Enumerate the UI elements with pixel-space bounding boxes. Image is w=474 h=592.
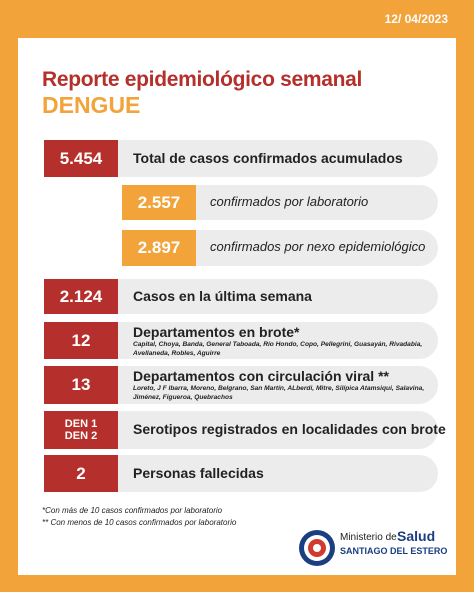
title: Reporte epidemiológico semanal xyxy=(42,68,363,91)
value-box: DEN 1 DEN 2 xyxy=(44,411,118,449)
value-box: 2 xyxy=(44,455,118,492)
value-box: 2.897 xyxy=(122,230,196,266)
footnote: ** Con menos de 10 casos confirmados por… xyxy=(42,518,237,527)
value-box: 2.557 xyxy=(122,185,196,220)
value-box: 13 xyxy=(44,366,118,404)
row-label: Serotipos registrados en localidades con… xyxy=(133,421,446,437)
row-label: confirmados por nexo epidemiológico xyxy=(210,239,426,254)
row-label: Casos en la última semana xyxy=(133,287,312,304)
row-label: Departamentos en brote* xyxy=(133,324,300,340)
value: DEN 1 xyxy=(64,418,98,430)
value-box: 2.124 xyxy=(44,279,118,314)
logo-text: Ministerio de xyxy=(340,532,397,543)
value: DEN 2 xyxy=(64,430,98,442)
row-label: Departamentos con circulación viral ** xyxy=(133,368,389,384)
value-box: 5.454 xyxy=(44,140,118,177)
value-box: 12 xyxy=(44,322,118,359)
subtitle: DENGUE xyxy=(42,92,141,118)
logo-text: Salud xyxy=(397,528,436,544)
row-label: confirmados por laboratorio xyxy=(210,193,369,209)
date: 12/ 04/2023 xyxy=(384,12,448,26)
logo-icon xyxy=(299,530,335,566)
row-label: Total de casos confirmados acumulados xyxy=(133,149,403,166)
row-detail: Capital, Choya, Banda, General Taboada, … xyxy=(133,341,423,357)
logo-text: SANTIAGO DEL ESTERO xyxy=(340,546,448,556)
footnote: *Con más de 10 casos confirmados por lab… xyxy=(42,506,223,515)
row-label: Personas fallecidas xyxy=(133,464,264,481)
row-detail: Loreto, J F Ibarra, Moreno, Belgrano, Sa… xyxy=(133,385,425,401)
